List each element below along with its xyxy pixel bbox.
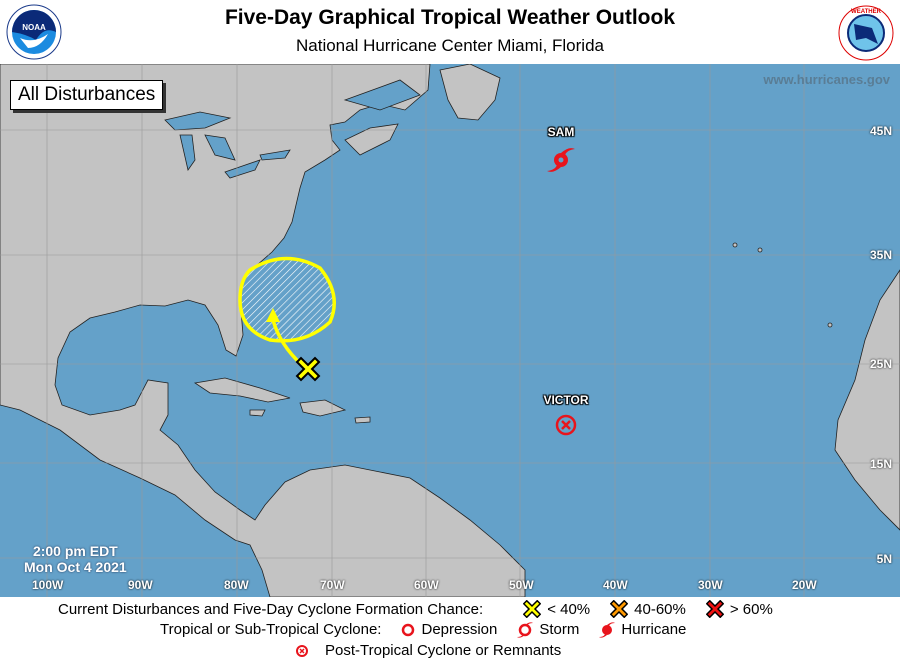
page-title: Five-Day Graphical Tropical Weather Outl…: [224, 6, 676, 29]
lat-label: 15N: [869, 457, 892, 471]
svg-text:WEATHER: WEATHER: [851, 9, 882, 15]
graticule: [0, 64, 900, 597]
legend-row2-label: Tropical or Sub-Tropical Cyclone:: [160, 621, 382, 638]
legend-low: < 40%: [547, 600, 591, 618]
lat-label: 5N: [876, 552, 892, 566]
lon-label: 40W: [603, 578, 628, 592]
storm-label-sam: SAM: [547, 125, 575, 139]
lon-label: 50W: [509, 578, 534, 592]
nws-logo: WEATHER: [838, 5, 894, 61]
lat-label: 25N: [869, 357, 892, 371]
lon-label: 70W: [320, 578, 345, 592]
hurricane-legend-icon: [599, 621, 616, 638]
timestamp-date: Mon Oct 4 2021: [24, 559, 127, 575]
legend-depression: Depression: [421, 621, 498, 638]
website-label: www.hurricanes.gov: [763, 72, 890, 87]
outlook-map: [0, 64, 900, 597]
legend-storm: Storm: [539, 621, 580, 638]
x-high-icon: [705, 600, 724, 618]
page-subtitle: National Hurricane Center Miami, Florida: [295, 36, 604, 55]
svg-text:NOAA: NOAA: [22, 23, 46, 32]
post-tropical-legend-icon: [296, 644, 308, 657]
lon-label: 30W: [698, 578, 723, 592]
lon-label: 80W: [224, 578, 249, 592]
x-low-icon: [523, 600, 542, 618]
x-medium-icon: [610, 600, 629, 618]
lon-label: 100W: [32, 578, 64, 592]
legend-post-tropical: Post-Tropical Cyclone or Remnants: [325, 642, 562, 659]
arrow-head-icon: [266, 308, 280, 322]
hurricane-icon[interactable]: [547, 148, 575, 172]
legend-high: > 60%: [729, 600, 773, 618]
noaa-logo: NOAA: [6, 4, 62, 60]
timestamp: 2:00 pm EDT Mon Oct 4 2021: [24, 543, 127, 575]
header: NOAA Five-Day Graphical Tropical Weather…: [0, 0, 900, 64]
timestamp-time: 2:00 pm EDT: [32, 543, 118, 559]
lon-label: 90W: [128, 578, 153, 592]
lon-label: 60W: [414, 578, 439, 592]
legend-medium: 40-60%: [634, 600, 686, 618]
depression-icon: [402, 623, 415, 636]
storm-icon: [517, 621, 534, 638]
legend-hurricane: Hurricane: [621, 621, 687, 638]
lat-label: 45N: [869, 124, 892, 138]
lon-label: 20W: [792, 578, 817, 592]
storm-label-victor: VICTOR: [543, 393, 589, 407]
lat-label: 35N: [869, 248, 892, 262]
land: [0, 64, 900, 597]
great-lakes: [164, 79, 421, 179]
view-label: All Disturbances: [10, 80, 164, 110]
post-tropical-icon[interactable]: [555, 414, 577, 436]
disturbance-area[interactable]: [238, 256, 336, 343]
legend-row1-label: Current Disturbances and Five-Day Cyclon…: [58, 600, 484, 618]
disturbance-x-icon[interactable]: [295, 356, 321, 382]
